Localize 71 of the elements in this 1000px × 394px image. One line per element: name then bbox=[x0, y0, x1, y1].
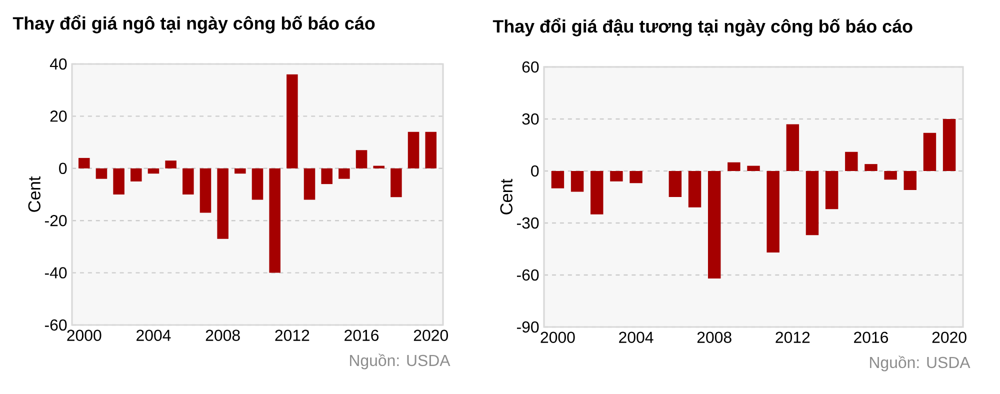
bar bbox=[630, 170, 642, 184]
bar bbox=[321, 168, 332, 184]
bar bbox=[688, 170, 702, 208]
bar bbox=[286, 74, 298, 168]
text: Nguồn: USDA bbox=[350, 354, 450, 370]
bar bbox=[610, 170, 623, 182]
y-tick-label: 60 bbox=[522, 61, 539, 73]
y-tick-label: -30 bbox=[516, 217, 539, 229]
bar bbox=[234, 168, 246, 174]
bar bbox=[590, 170, 604, 214]
bar bbox=[182, 168, 194, 194]
bar bbox=[551, 170, 564, 188]
bar bbox=[252, 168, 264, 200]
bar bbox=[942, 118, 956, 171]
y-tick-label: 0 bbox=[531, 165, 539, 177]
bar bbox=[113, 168, 124, 194]
x-tick-label: 2012 bbox=[776, 332, 810, 343]
text: Nguồn: USDA bbox=[870, 356, 970, 372]
x-tick-label: 2008 bbox=[206, 330, 240, 341]
chart-title: Thay đổi giá đậu tương tại ngày công bố báo cáo bbox=[492, 18, 912, 36]
x-tick-label: 2012 bbox=[275, 330, 310, 341]
chart-title: Thay đổi giá ngô tại ngày công bố báo cáo bbox=[12, 15, 375, 34]
bar bbox=[356, 150, 368, 168]
bar bbox=[130, 168, 142, 182]
x-tick-label: 2016 bbox=[344, 330, 379, 341]
y-tick-label: -60 bbox=[44, 319, 67, 331]
bar bbox=[904, 170, 917, 190]
y-tick-label: 30 bbox=[522, 113, 539, 125]
bar bbox=[864, 164, 878, 171]
bar bbox=[165, 160, 176, 168]
bar bbox=[200, 168, 212, 213]
bar bbox=[217, 168, 228, 239]
bar bbox=[78, 158, 90, 168]
x-tick-label: 2004 bbox=[136, 330, 171, 341]
x-tick-label: 2004 bbox=[619, 332, 654, 343]
x-tick-label: 2020 bbox=[414, 330, 448, 341]
bar bbox=[708, 170, 721, 278]
bar bbox=[269, 168, 280, 273]
y-tick-label: -20 bbox=[44, 214, 67, 226]
bar bbox=[408, 132, 420, 168]
bar bbox=[747, 166, 760, 171]
bar bbox=[728, 162, 740, 171]
bar bbox=[338, 168, 350, 179]
bar bbox=[96, 168, 108, 179]
y-tick-label: -90 bbox=[516, 321, 539, 333]
x-tick-label: 2016 bbox=[854, 332, 888, 343]
bar bbox=[570, 170, 584, 192]
x-tick-label: 2000 bbox=[67, 330, 102, 341]
y-tick-label: 0 bbox=[59, 162, 67, 174]
y-tick-label: -40 bbox=[44, 267, 67, 278]
bar bbox=[923, 132, 936, 171]
bar bbox=[425, 132, 437, 168]
x-tick-label: 2000 bbox=[540, 332, 575, 343]
bar bbox=[845, 152, 858, 171]
bar bbox=[825, 170, 838, 210]
y-axis-title: Cent bbox=[28, 176, 40, 212]
bar bbox=[304, 168, 316, 200]
bar bbox=[668, 170, 682, 197]
bar bbox=[786, 124, 800, 171]
y-axis-title: Cent bbox=[500, 178, 512, 214]
bar bbox=[373, 166, 384, 168]
x-tick-label: 2008 bbox=[697, 332, 732, 343]
x-tick-label: 2020 bbox=[932, 332, 966, 343]
bar bbox=[766, 170, 780, 252]
bar bbox=[148, 168, 160, 174]
y-tick-label: 40 bbox=[50, 58, 67, 70]
y-tick-label: -60 bbox=[516, 269, 539, 281]
bar bbox=[806, 170, 819, 236]
y-tick-label: 20 bbox=[50, 110, 67, 122]
bar bbox=[390, 168, 402, 198]
bar bbox=[884, 170, 897, 180]
